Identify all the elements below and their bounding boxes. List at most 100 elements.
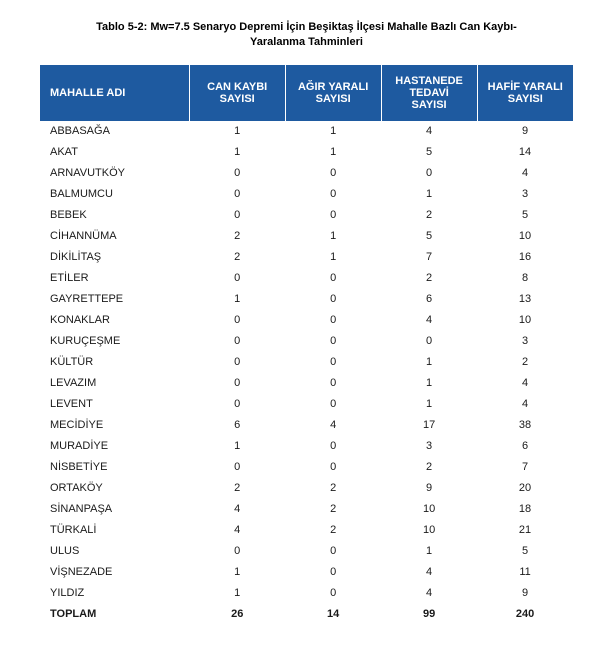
cell-value: 4 xyxy=(381,310,477,331)
header-row: MAHALLE ADI CAN KAYBISAYISI AĞIR YARALIS… xyxy=(40,65,573,121)
cell-value: 0 xyxy=(189,352,285,373)
cell-value: 0 xyxy=(285,436,381,457)
table-row: ULUS0015 xyxy=(40,541,573,562)
cell-value: 0 xyxy=(285,310,381,331)
cell-value: 0 xyxy=(285,562,381,583)
cell-value: 1 xyxy=(381,373,477,394)
cell-value: 10 xyxy=(381,499,477,520)
table-row: DİKİLİTAŞ21716 xyxy=(40,247,573,268)
table-row: BALMUMCU0013 xyxy=(40,184,573,205)
cell-value: 4 xyxy=(189,499,285,520)
cell-value: 0 xyxy=(285,268,381,289)
cell-value: 2 xyxy=(189,226,285,247)
cell-value: 7 xyxy=(477,457,573,478)
cell-value: 6 xyxy=(477,436,573,457)
cell-name: LEVENT xyxy=(40,394,189,415)
cell-value: 1 xyxy=(285,226,381,247)
cell-value: 4 xyxy=(477,394,573,415)
table-row: ORTAKÖY22920 xyxy=(40,478,573,499)
cell-value: 2 xyxy=(381,457,477,478)
cell-value: 1 xyxy=(381,184,477,205)
cell-value: 4 xyxy=(189,520,285,541)
cell-value: 9 xyxy=(381,478,477,499)
cell-value: 4 xyxy=(285,415,381,436)
cell-value: 1 xyxy=(189,121,285,142)
table-row: VİŞNEZADE10411 xyxy=(40,562,573,583)
cell-value: 21 xyxy=(477,520,573,541)
cell-value: 2 xyxy=(285,499,381,520)
cell-value: 0 xyxy=(189,184,285,205)
cell-value: 4 xyxy=(381,121,477,142)
cell-value: 1 xyxy=(189,436,285,457)
col-cankaybi: CAN KAYBISAYISI xyxy=(189,65,285,121)
cell-value: 5 xyxy=(381,142,477,163)
cell-value: 1 xyxy=(189,562,285,583)
cell-value: 2 xyxy=(477,352,573,373)
table-caption: Tablo 5-2: Mw=7.5 Senaryo Depremi İçin B… xyxy=(67,20,547,51)
total-value: 240 xyxy=(477,604,573,625)
table-row: AKAT11514 xyxy=(40,142,573,163)
cell-name: DİKİLİTAŞ xyxy=(40,247,189,268)
cell-name: KONAKLAR xyxy=(40,310,189,331)
col-mahalle: MAHALLE ADI xyxy=(40,65,189,121)
page: Tablo 5-2: Mw=7.5 Senaryo Depremi İçin B… xyxy=(0,0,613,665)
cell-value: 0 xyxy=(189,331,285,352)
cell-name: BEBEK xyxy=(40,205,189,226)
table-row: YILDIZ1049 xyxy=(40,583,573,604)
table-row: SİNANPAŞA421018 xyxy=(40,499,573,520)
table-header: MAHALLE ADI CAN KAYBISAYISI AĞIR YARALIS… xyxy=(40,65,573,121)
table-row: TÜRKALİ421021 xyxy=(40,520,573,541)
total-label: TOPLAM xyxy=(40,604,189,625)
table-body: ABBASAĞA1149AKAT11514ARNAVUTKÖY0004BALMU… xyxy=(40,121,573,625)
table-row: NİSBETİYE0027 xyxy=(40,457,573,478)
cell-name: ABBASAĞA xyxy=(40,121,189,142)
cell-value: 0 xyxy=(285,184,381,205)
cell-value: 10 xyxy=(477,226,573,247)
cell-value: 0 xyxy=(189,541,285,562)
cell-value: 0 xyxy=(189,394,285,415)
table-row: KONAKLAR00410 xyxy=(40,310,573,331)
cell-value: 10 xyxy=(381,520,477,541)
cell-value: 1 xyxy=(189,142,285,163)
cell-value: 0 xyxy=(285,289,381,310)
table-row: MURADİYE1036 xyxy=(40,436,573,457)
table-row: LEVAZIM0014 xyxy=(40,373,573,394)
cell-value: 2 xyxy=(189,478,285,499)
cell-value: 3 xyxy=(381,436,477,457)
cell-value: 0 xyxy=(285,331,381,352)
col-hafifyarali: HAFİF YARALISAYISI xyxy=(477,65,573,121)
cell-value: 5 xyxy=(477,205,573,226)
col-agiryarali: AĞIR YARALISAYISI xyxy=(285,65,381,121)
cell-value: 0 xyxy=(189,205,285,226)
cell-value: 1 xyxy=(189,289,285,310)
cell-value: 0 xyxy=(285,205,381,226)
cell-value: 9 xyxy=(477,121,573,142)
table-row: ABBASAĞA1149 xyxy=(40,121,573,142)
cell-value: 6 xyxy=(381,289,477,310)
cell-value: 2 xyxy=(381,268,477,289)
table-row: BEBEK0025 xyxy=(40,205,573,226)
cell-value: 16 xyxy=(477,247,573,268)
cell-value: 8 xyxy=(477,268,573,289)
cell-name: ORTAKÖY xyxy=(40,478,189,499)
cell-name: AKAT xyxy=(40,142,189,163)
cell-name: GAYRETTEPE xyxy=(40,289,189,310)
cell-value: 1 xyxy=(285,142,381,163)
table-row: MECİDİYE641738 xyxy=(40,415,573,436)
cell-value: 18 xyxy=(477,499,573,520)
total-value: 99 xyxy=(381,604,477,625)
cell-value: 3 xyxy=(477,184,573,205)
cell-value: 0 xyxy=(285,373,381,394)
cell-value: 1 xyxy=(381,352,477,373)
cell-value: 0 xyxy=(189,163,285,184)
cell-name: ARNAVUTKÖY xyxy=(40,163,189,184)
total-value: 26 xyxy=(189,604,285,625)
cell-value: 0 xyxy=(189,310,285,331)
cell-name: TÜRKALİ xyxy=(40,520,189,541)
cell-name: ULUS xyxy=(40,541,189,562)
col-hastanede: HASTANEDE TEDAVİSAYISI xyxy=(381,65,477,121)
cell-value: 9 xyxy=(477,583,573,604)
cell-value: 2 xyxy=(381,205,477,226)
cell-value: 0 xyxy=(189,373,285,394)
caption-line2: Yaralanma Tahminleri xyxy=(250,36,363,48)
